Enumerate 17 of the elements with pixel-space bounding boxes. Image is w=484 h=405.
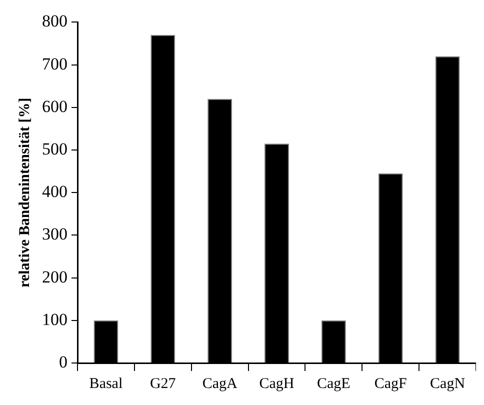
- y-tick-label: 800: [42, 12, 68, 31]
- y-tick-label: 500: [42, 139, 68, 158]
- y-tick-label: 100: [42, 310, 68, 329]
- x-tick-label: G27: [150, 376, 176, 392]
- y-tick-label: 600: [42, 96, 68, 116]
- y-tick-label: 0: [59, 352, 68, 372]
- y-axis-title: relative Bandenintensität [%]: [16, 98, 33, 288]
- x-tick-label: Basal: [89, 376, 123, 392]
- y-tick-label: 400: [42, 182, 68, 202]
- x-tick-label: CagN: [430, 376, 466, 392]
- x-tick-label: CagE: [317, 376, 350, 392]
- x-tick-label: CagH: [259, 376, 294, 392]
- x-tick-label: CagA: [202, 376, 238, 392]
- y-tick-label: 200: [42, 267, 68, 286]
- y-tick-label: 700: [42, 54, 68, 74]
- y-tick-label: 300: [42, 224, 68, 244]
- x-tick-label: CagF: [374, 376, 407, 392]
